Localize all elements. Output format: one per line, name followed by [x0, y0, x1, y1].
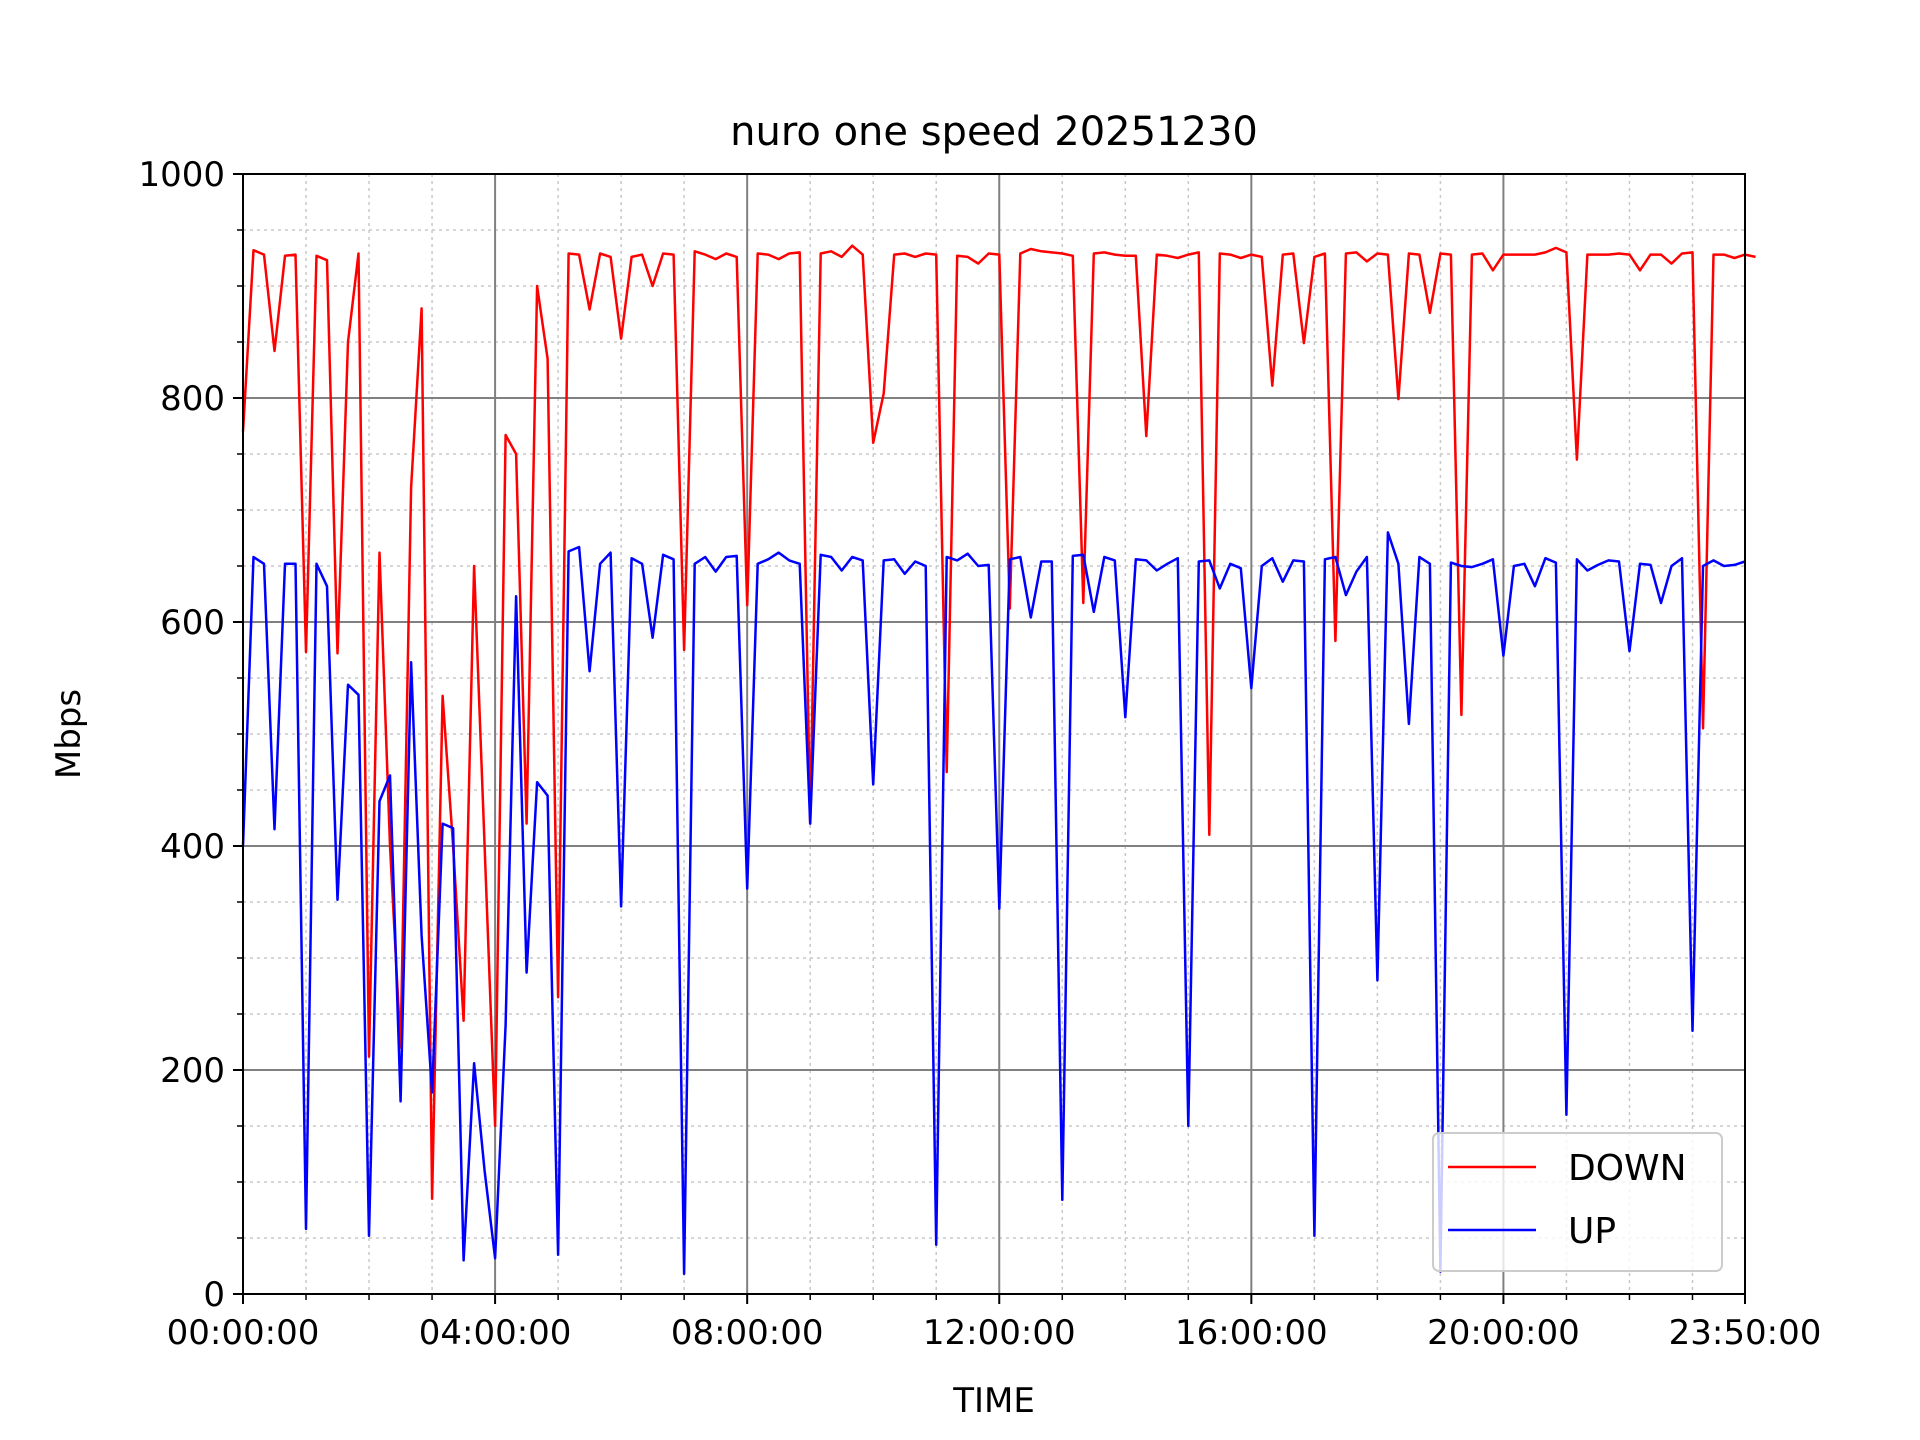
y-tick-label: 800 [160, 379, 225, 419]
x-tick-label: 04:00:00 [419, 1313, 572, 1353]
tick-labels: 00:00:00 04:00:00 08:00:00 12:00:00 16:00:00… [138, 155, 1821, 1353]
x-axis-label: TIME [952, 1381, 1035, 1421]
y-tick-label: 0 [203, 1275, 225, 1315]
series-line-up [241, 531, 1746, 1276]
x-tick-label: 23:50:00 [1669, 1313, 1822, 1353]
x-tick-label: 00:00:00 [167, 1313, 320, 1353]
legend: DOWN UP [1432, 1132, 1723, 1272]
x-tick-label: 20:00:00 [1427, 1313, 1580, 1353]
y-tick-label: 200 [160, 1051, 225, 1091]
y-axis-label: Mbps [49, 689, 89, 779]
x-tick-label: 16:00:00 [1175, 1313, 1328, 1353]
y-tick-label: 1000 [138, 155, 225, 195]
x-tick-label: 08:00:00 [671, 1313, 824, 1353]
chart-title: nuro one speed 20251230 [730, 109, 1258, 155]
legend-label-down: DOWN [1568, 1148, 1687, 1189]
major-grid [243, 174, 1745, 1294]
legend-label-up: UP [1568, 1211, 1616, 1252]
axis-ticks [233, 173, 1746, 1304]
y-tick-label: 400 [160, 827, 225, 867]
series-line-down [241, 244, 1756, 1201]
y-tick-label: 600 [160, 603, 225, 643]
x-tick-label: 12:00:00 [923, 1313, 1076, 1353]
series-layer [241, 244, 1756, 1276]
